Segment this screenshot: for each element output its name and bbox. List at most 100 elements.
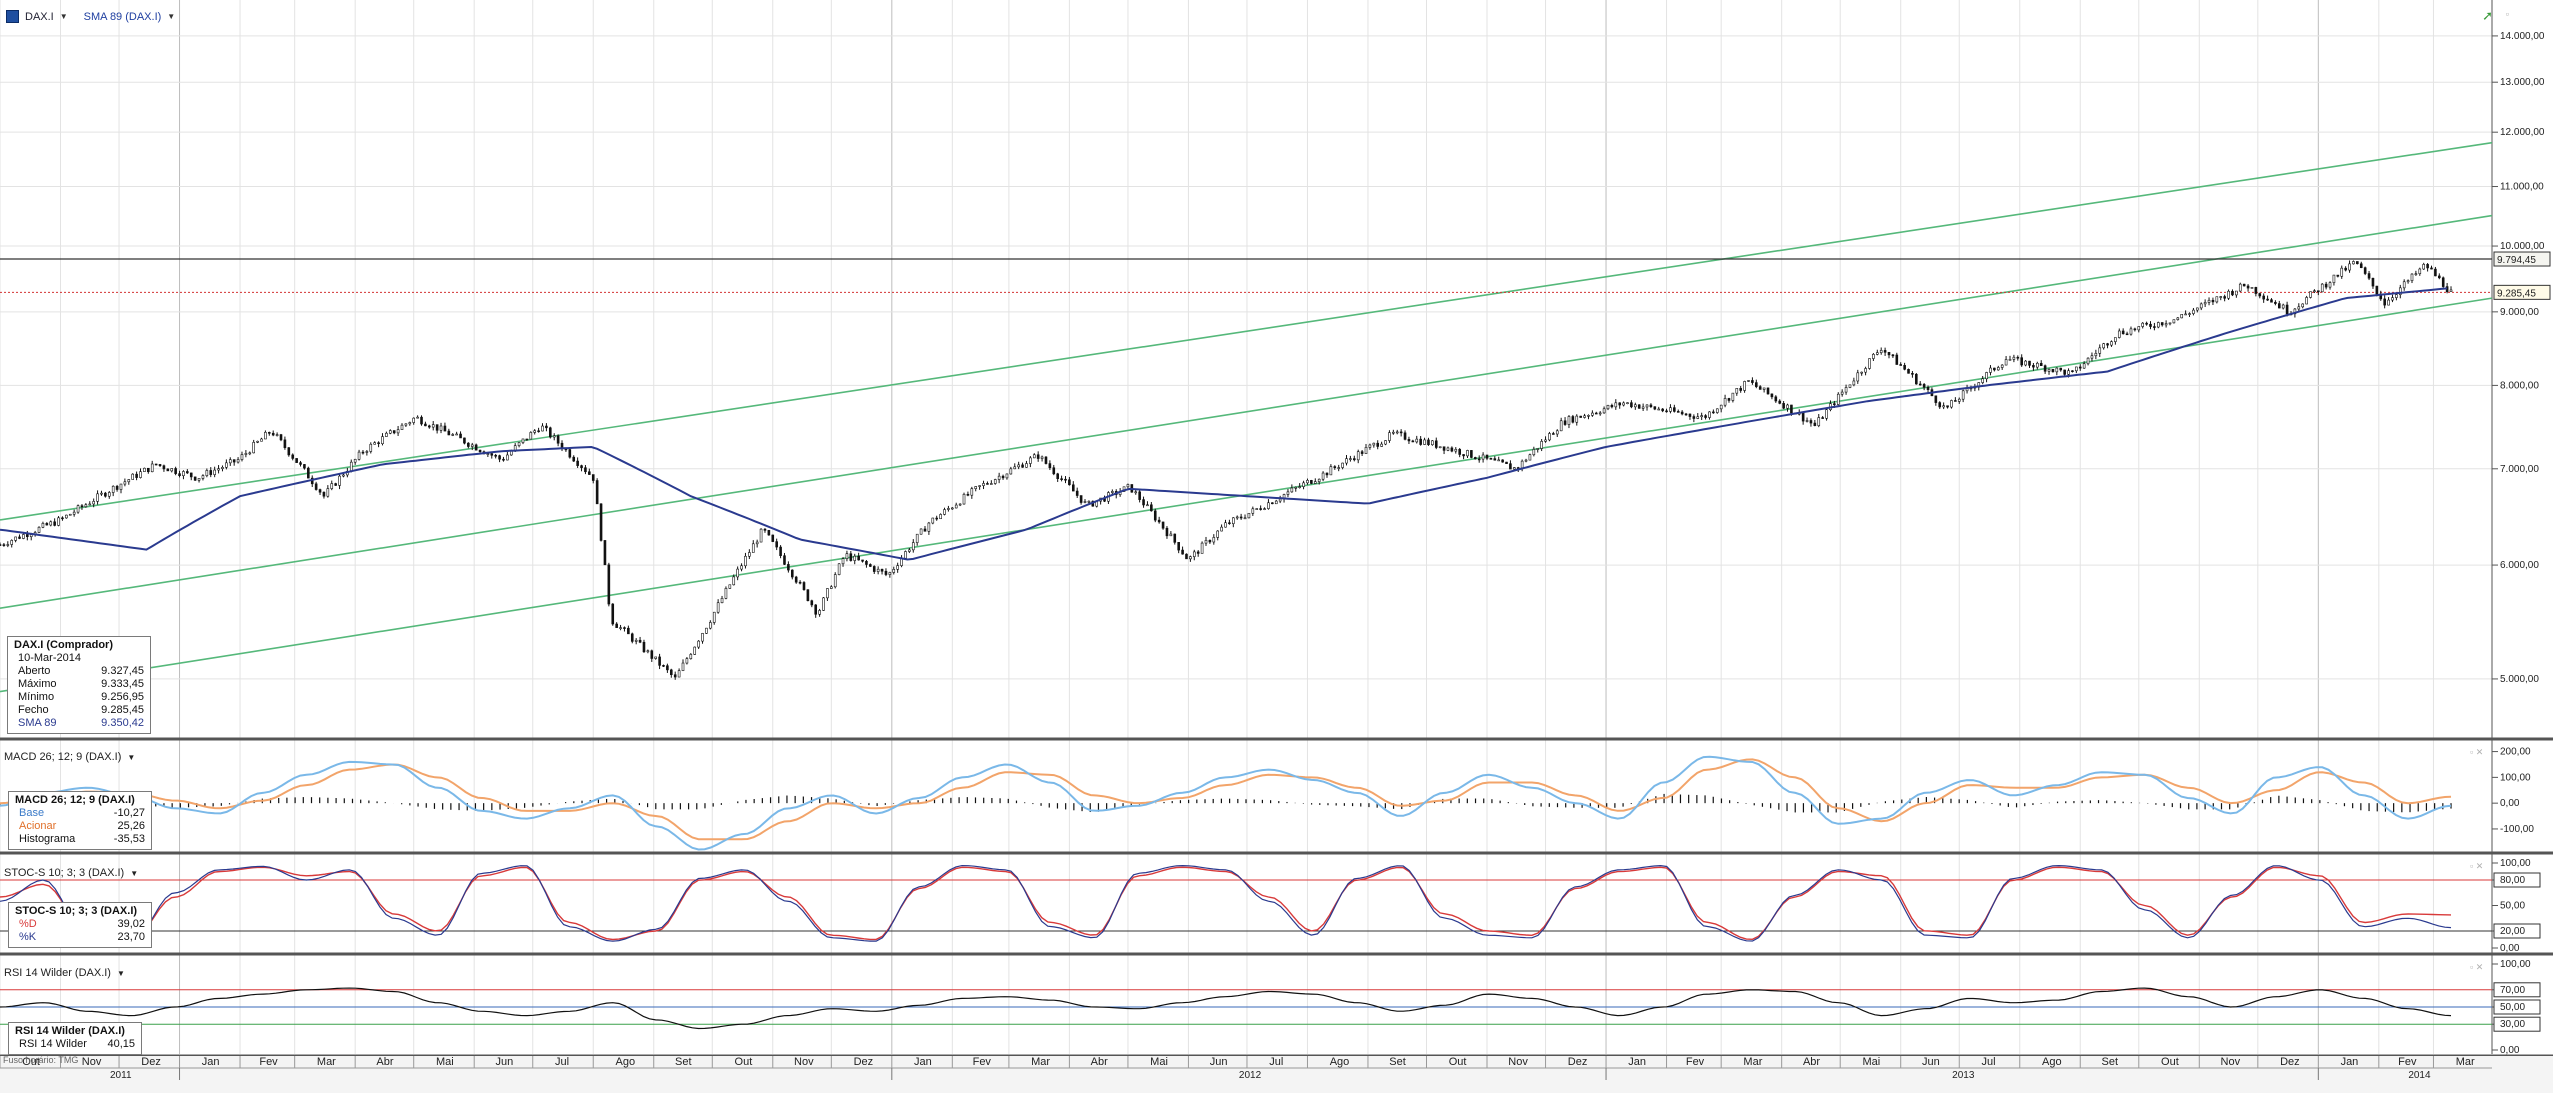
candle-body [2168, 322, 2172, 325]
candle-body [248, 452, 252, 455]
candle-body [2332, 274, 2336, 283]
candle-body [2059, 367, 2063, 371]
legend-label: Base [19, 807, 45, 819]
candle-body [388, 430, 392, 434]
candle-body [1395, 431, 1399, 434]
indicator-selector[interactable]: SMA 89 (DAX.I) [83, 10, 162, 23]
candle-body [619, 627, 622, 629]
candle-body [283, 439, 287, 448]
chevron-down-icon[interactable]: ▼ [167, 12, 176, 21]
stoc-level-box [2493, 872, 2541, 888]
candle-body [104, 492, 107, 497]
candle-body [0, 544, 2, 546]
candle-body [182, 471, 185, 476]
candle-body [228, 459, 232, 464]
stoc-panel-name[interactable]: STOC-S 10; 3; 3 (DAX.I) ▼ [4, 867, 138, 879]
price-tick-label: 9.000,00 [2500, 307, 2539, 318]
candle-body [2219, 296, 2223, 298]
x-month-label: Jan [1628, 1056, 1646, 1068]
rsi-tick-label: 70,00 [2500, 985, 2525, 996]
trend-tool-icon[interactable]: ➚ [2482, 8, 2493, 23]
candle-body [1622, 402, 1625, 406]
stoc-legend: STOC-S 10; 3; 3 (DAX.I) %D 39,02 %K 23,70 [8, 902, 152, 948]
candle-body [857, 555, 860, 561]
candle-body [1192, 551, 1196, 557]
candle-body [1727, 398, 1731, 401]
x-month-label: Mai [1862, 1056, 1880, 1068]
candle-body [2153, 326, 2156, 328]
candle-body [865, 560, 868, 565]
chevron-down-icon[interactable]: ▼ [130, 868, 139, 878]
candle-body [2406, 280, 2410, 283]
candle-body [221, 467, 224, 469]
candle-body [533, 430, 536, 433]
stoc-tick-label: 80,00 [2500, 875, 2525, 886]
rsi-panel-name[interactable]: RSI 14 Wilder (DAX.I) ▼ [4, 967, 125, 979]
candle-body [2176, 317, 2180, 320]
candle-body [1544, 439, 1547, 442]
candle-body [966, 493, 970, 496]
candle-body [623, 627, 626, 629]
legend-row: Base -10,27 [15, 807, 145, 820]
price-tick-label: 7.000,00 [2500, 464, 2539, 475]
macd-panel-name[interactable]: MACD 26; 12; 9 (DAX.I) ▼ [4, 751, 135, 763]
candle-body [935, 517, 938, 520]
chevron-down-icon[interactable]: ▼ [59, 12, 68, 21]
symbol-selector[interactable]: DAX.I [25, 10, 54, 23]
candle-body [431, 424, 435, 428]
stoc-level-box [2493, 923, 2541, 939]
candle-body [1364, 447, 1368, 454]
candle-body [2036, 362, 2039, 368]
candle-body [521, 438, 525, 443]
candle-body [1278, 498, 1282, 502]
candle-body [896, 565, 899, 570]
candle-body [724, 588, 728, 599]
candle-body [6, 544, 10, 546]
candle-body [2125, 333, 2129, 336]
candle-body [638, 639, 642, 643]
legend-row: %D 39,02 [15, 918, 145, 931]
candle-body [2051, 369, 2055, 373]
candle-body [2020, 357, 2024, 366]
candle-body [2223, 296, 2226, 299]
candle-body [1684, 413, 1688, 416]
candle-body [131, 473, 134, 480]
candle-body [826, 588, 829, 599]
candle-body [119, 483, 123, 490]
candle-body [412, 417, 416, 423]
candle-body [1809, 420, 1813, 424]
candle-body [549, 427, 552, 438]
candle-body [1087, 500, 1091, 503]
candle-body [1064, 478, 1067, 481]
candle-body [353, 458, 357, 463]
candle-body [2008, 359, 2012, 361]
candle-body [1598, 412, 1602, 415]
x-month-label: Fev [259, 1056, 278, 1068]
candle-body [1602, 408, 1606, 414]
candle-body [1653, 406, 1657, 410]
x-month-label: Ago [1330, 1056, 1350, 1068]
candle-body [1399, 431, 1403, 434]
candle-body [1743, 381, 1746, 391]
candle-body [822, 597, 825, 611]
candle-body [1985, 372, 1988, 380]
candle-body [943, 509, 946, 515]
candle-body [880, 568, 884, 572]
window-close-icon[interactable]: ▫ [2505, 9, 2509, 19]
candle-body [68, 513, 72, 516]
candle-body [2387, 299, 2390, 306]
candle-body [1271, 502, 1274, 505]
x-month-label: Dez [854, 1056, 874, 1068]
candle-body [685, 658, 689, 664]
candle-body [1388, 432, 1391, 441]
candle-body [392, 430, 396, 434]
chevron-down-icon[interactable]: ▼ [116, 968, 125, 978]
candle-body [84, 504, 88, 508]
candle-body [474, 444, 478, 451]
legend-label: Acionar [19, 820, 57, 832]
chevron-down-icon[interactable]: ▼ [127, 752, 136, 762]
candle-body [1423, 439, 1426, 445]
candle-body [1524, 459, 1528, 462]
